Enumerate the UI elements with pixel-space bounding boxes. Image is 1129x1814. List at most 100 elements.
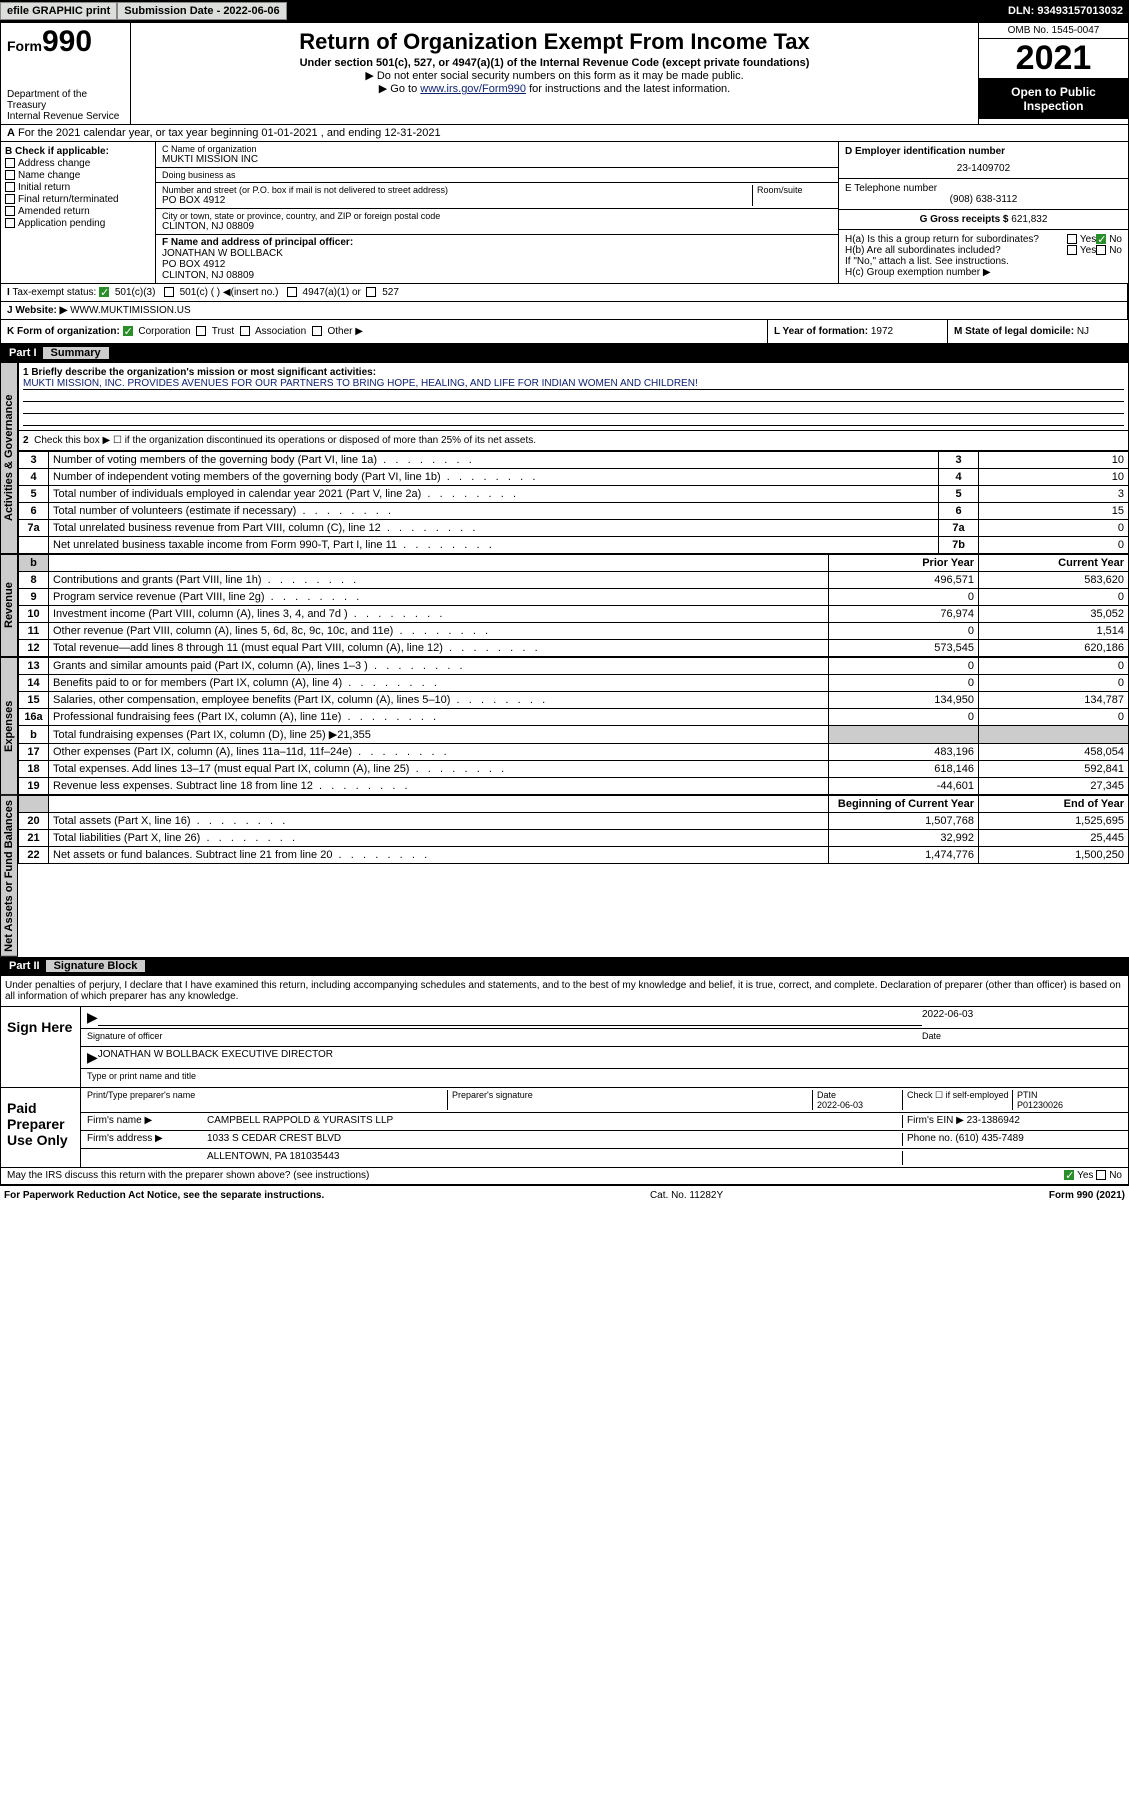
line2-text: Check this box ▶ ☐ if the organization d… [34,435,536,446]
l-value: 1972 [871,326,893,337]
j-value: WWW.MUKTIMISSION.US [70,305,191,316]
chk-application-pending[interactable]: Application pending [5,218,151,229]
tab-revenue: Revenue [0,554,18,657]
chk-527[interactable] [366,287,376,297]
sign-here-label: Sign Here [1,1007,81,1087]
note2-post: for instructions and the latest informat… [526,83,730,95]
l-label: L Year of formation: [774,326,868,337]
table-row: 15Salaries, other compensation, employee… [19,692,1129,709]
chk-4947[interactable] [287,287,297,297]
arrow-icon: ▶ [87,1049,98,1066]
officer-addr2: CLINTON, NJ 08809 [162,270,832,281]
arrow-icon: ▶ [87,1009,98,1026]
chk-discuss-yes[interactable] [1064,1170,1074,1180]
prep-date: 2022-06-03 [817,1100,863,1110]
open-public-badge: Open to Public Inspection [979,79,1128,119]
chk-501c[interactable] [164,287,174,297]
city-label: City or town, state or province, country… [162,211,832,221]
part2-title: Signature Block [46,960,146,972]
hb-label: H(b) Are all subordinates included? [845,245,1067,256]
form-title: Return of Organization Exempt From Incom… [135,29,974,55]
hb-no: No [1109,245,1122,256]
current-year-header: Current Year [979,555,1129,572]
chk-initial-return[interactable]: Initial return [5,182,151,193]
opt-other: Other ▶ [327,326,362,337]
prep-sig-label: Preparer's signature [447,1090,812,1110]
footer-mid: Cat. No. 11282Y [324,1190,1049,1201]
submission-date-button[interactable]: Submission Date - 2022-06-06 [117,2,286,20]
city-value: CLINTON, NJ 08809 [162,221,832,232]
chk-final-return[interactable]: Final return/terminated [5,194,151,205]
chk-discuss-no[interactable] [1096,1170,1106,1180]
footer: For Paperwork Reduction Act Notice, see … [0,1186,1129,1205]
chk-amended-return[interactable]: Amended return [5,206,151,217]
mission-box: 1 Briefly describe the organization's mi… [18,362,1129,431]
sig-date-label: Date [922,1031,1122,1044]
tab-governance: Activities & Governance [0,362,18,554]
main-grid: B Check if applicable: Address change Na… [0,142,1129,284]
f-label: F Name and address of principal officer: [162,237,353,248]
chk-name-change[interactable]: Name change [5,170,151,181]
table-row: 16aProfessional fundraising fees (Part I… [19,709,1129,726]
table-row: 10Investment income (Part VIII, column (… [19,606,1129,623]
chk-501c3[interactable] [99,287,109,297]
d-label: D Employer identification number [845,146,1005,157]
firm-name-label: Firm's name ▶ [87,1115,207,1128]
table-row: Net unrelated business taxable income fr… [19,537,1129,554]
org-name: MUKTI MISSION INC [162,154,832,165]
sig-date: 2022-06-03 [922,1009,1122,1026]
efile-button[interactable]: efile GRAPHIC print [0,2,117,20]
table-row: 21Total liabilities (Part X, line 26)32,… [19,830,1129,847]
table-row: 11Other revenue (Part VIII, column (A), … [19,623,1129,640]
prep-date-label: Date [817,1090,836,1100]
m-value: NJ [1077,326,1089,337]
dba-label: Doing business as [162,170,832,180]
table-row: 3Number of voting members of the governi… [19,452,1129,469]
chk-trust[interactable] [196,326,206,336]
firm-addr-label: Firm's address ▶ [87,1133,207,1146]
firm-addr2: ALLENTOWN, PA 181035443 [207,1151,902,1165]
g-label: G Gross receipts $ [920,214,1009,225]
tab-net-assets: Net Assets or Fund Balances [0,795,18,957]
part1-title: Summary [43,347,109,359]
chk-corporation[interactable] [123,326,133,336]
col-right: D Employer identification number 23-1409… [838,142,1128,283]
prep-name-label: Print/Type preparer's name [87,1090,447,1110]
room-label: Room/suite [757,185,832,195]
form-header: Form990 Department of the Treasury Inter… [0,22,1129,125]
d-value: 23-1409702 [845,163,1122,174]
ptin-value: P01230026 [1017,1100,1063,1110]
e-value: (908) 638-3112 [845,194,1122,205]
sig-officer-label: Signature of officer [87,1031,922,1044]
col-mid: C Name of organization MUKTI MISSION INC… [156,142,838,283]
chk-other[interactable] [312,326,322,336]
opt-4947: 4947(a)(1) or [303,287,361,298]
mission-label: 1 Briefly describe the organization's mi… [23,367,376,378]
phone-label: Phone no. [907,1133,953,1144]
addr-label: Number and street (or P.O. box if mail i… [162,185,752,195]
officer-name: JONATHAN W BOLLBACK [162,248,832,259]
omb-number: OMB No. 1545-0047 [979,23,1128,39]
firm-ein-label: Firm's EIN ▶ [907,1115,964,1126]
chk-address-change[interactable]: Address change [5,158,151,169]
ha-yes: Yes [1080,234,1096,245]
part1-tag: Part I [9,347,37,359]
table-row: 22Net assets or fund balances. Subtract … [19,847,1129,864]
sig-declaration: Under penalties of perjury, I declare th… [1,976,1128,1006]
opt-527: 527 [382,287,399,298]
i-label: Tax-exempt status: [12,287,96,298]
tab-expenses: Expenses [0,657,18,795]
row-a: A For the 2021 calendar year, or tax yea… [0,125,1129,142]
form-note1: ▶ Do not enter social security numbers o… [135,69,974,82]
dln-label: DLN: 93493157013032 [1002,3,1129,19]
table-row: 6Total number of volunteers (estimate if… [19,503,1129,520]
phone-value: (610) 435-7489 [955,1133,1023,1144]
chk-association[interactable] [240,326,250,336]
row-i: I Tax-exempt status: 501(c)(3) 501(c) ( … [0,284,1129,302]
note2-pre: ▶ Go to [379,83,420,95]
part2-header: Part II Signature Block [0,957,1129,975]
irs-link[interactable]: www.irs.gov/Form990 [420,83,526,95]
hb-note: If "No," attach a list. See instructions… [845,256,1122,267]
form-number: 990 [42,25,92,58]
mission-text: MUKTI MISSION, INC. PROVIDES AVENUES FOR… [23,378,1124,390]
